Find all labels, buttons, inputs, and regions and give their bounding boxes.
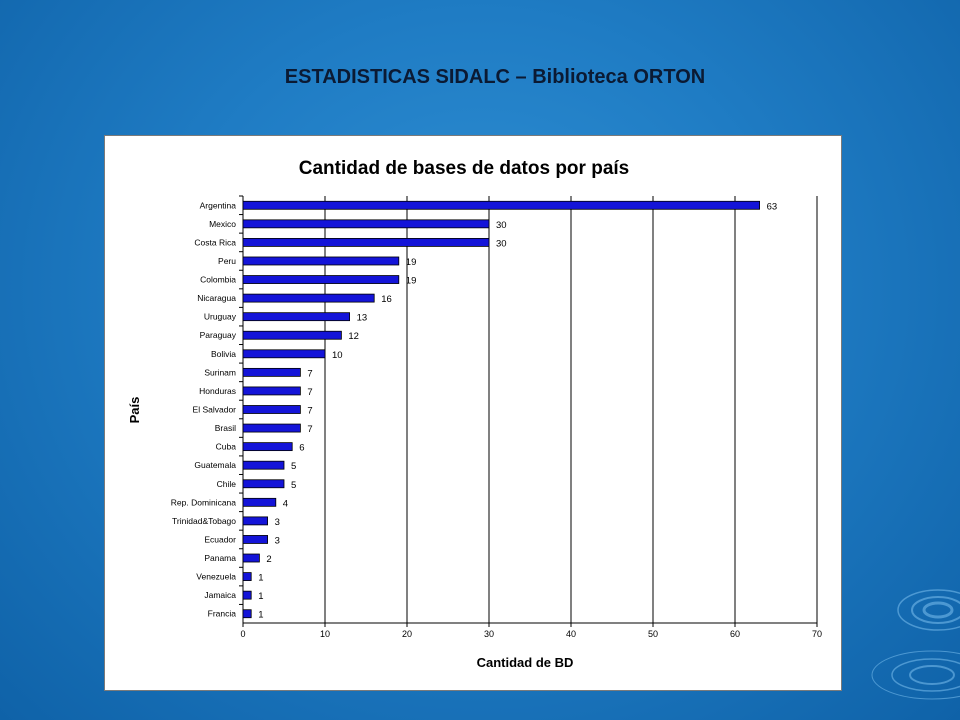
category-label: Paraguay [200,330,237,340]
category-label: Francia [208,609,237,619]
category-label: Chile [217,479,237,489]
category-label: Surinam [204,367,236,377]
bar [242,219,490,229]
data-label: 7 [307,424,312,435]
x-tick-label: 30 [484,629,494,639]
y-axis-label: País [127,397,142,424]
slide-title: ESTADISTICAS SIDALC – Biblioteca ORTON [284,66,706,88]
data-label: 4 [283,498,288,509]
bar [242,423,301,433]
category-label: Trinidad&Tobago [172,516,236,526]
bar [242,386,301,396]
category-label: Ecuador [204,534,236,544]
data-label: 2 [266,554,271,565]
bar [242,200,760,210]
bar [242,553,260,563]
data-label: 30 [496,238,507,249]
category-label: Panama [204,553,236,563]
bar [242,516,269,526]
category-label: Nicaragua [197,293,236,303]
bar [242,349,326,359]
category-label: Venezuela [196,572,236,582]
category-label: Costa Rica [194,237,236,247]
data-label: 5 [291,461,296,472]
x-tick-label: 20 [402,629,412,639]
bar [242,572,252,581]
bar [242,590,252,600]
x-axis-label: Cantidad de BD [477,655,574,670]
bar [242,367,301,377]
data-label: 63 [767,201,778,212]
bar [242,609,252,619]
category-label: Colombia [200,275,236,285]
category-label: Argentina [200,200,237,210]
data-label: 19 [406,276,417,287]
data-label: 7 [307,406,312,417]
category-label: Brasil [215,423,236,433]
x-tick-label: 70 [812,629,822,639]
data-label: 3 [275,517,280,528]
bar [242,330,342,340]
data-label: 5 [291,480,296,491]
bar [242,442,293,452]
data-label: 13 [357,313,368,324]
bar [242,275,400,284]
data-label: 7 [307,387,312,398]
bar [242,256,400,266]
bar [242,238,490,247]
bar [242,535,269,544]
x-tick-label: 10 [320,629,330,639]
bar [242,479,285,489]
data-label: 7 [307,368,312,379]
bar [242,293,375,303]
bar [242,460,285,470]
x-tick-label: 40 [566,629,576,639]
chart-title: Cantidad de bases de datos por país [299,158,629,179]
data-label: 1 [258,591,263,602]
chart-panel: Cantidad de bases de datos por país País… [104,135,842,691]
category-label: Honduras [199,386,236,396]
bar [242,312,350,322]
data-label: 19 [406,257,417,268]
x-tick-label: 50 [648,629,658,639]
bar-chart: Cantidad de bases de datos por país País… [127,158,822,670]
ripple-decoration [871,589,960,700]
data-label: 30 [496,220,507,231]
category-label: Guatemala [194,460,236,470]
data-label: 12 [348,331,359,342]
data-label: 1 [258,573,263,584]
data-label: 10 [332,350,343,361]
category-label: El Salvador [193,405,237,415]
data-label: 3 [275,535,280,546]
category-label: Jamaica [204,590,236,600]
category-label: Uruguay [204,312,237,322]
category-label: Cuba [216,442,237,452]
category-label: Mexico [209,219,236,229]
bar [242,497,277,507]
category-label: Bolivia [211,349,236,359]
data-label: 6 [299,443,304,454]
data-label: 16 [381,294,392,305]
x-tick-label: 0 [240,629,245,639]
category-label: Peru [218,256,236,266]
x-tick-label: 60 [730,629,740,639]
data-label: 1 [258,610,263,621]
bar [242,405,301,414]
category-label: Rep. Dominicana [171,497,236,507]
